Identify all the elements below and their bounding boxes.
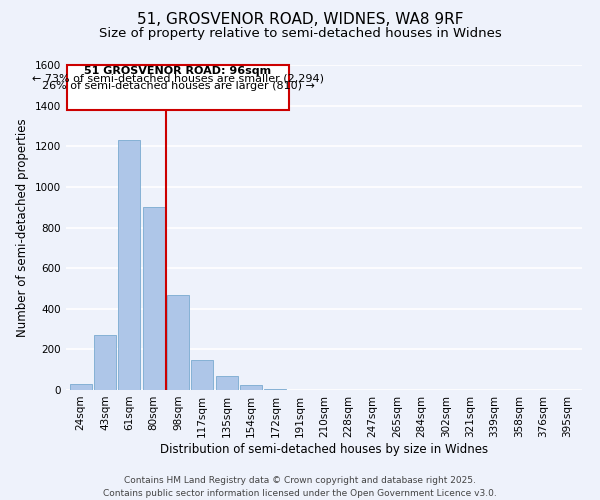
Bar [240,385,262,390]
Bar [265,389,286,390]
Bar [191,360,213,390]
Bar [143,207,164,390]
Bar [94,335,116,390]
Y-axis label: Number of semi-detached properties: Number of semi-detached properties [16,118,29,337]
Text: Contains HM Land Registry data © Crown copyright and database right 2025.
Contai: Contains HM Land Registry data © Crown c… [103,476,497,498]
Text: Size of property relative to semi-detached houses in Widnes: Size of property relative to semi-detach… [98,28,502,40]
Bar [70,384,92,390]
Text: 26% of semi-detached houses are larger (810) →: 26% of semi-detached houses are larger (… [41,81,314,91]
X-axis label: Distribution of semi-detached houses by size in Widnes: Distribution of semi-detached houses by … [160,442,488,456]
Bar [215,376,238,390]
Bar [118,140,140,390]
FancyBboxPatch shape [67,65,289,110]
Bar [167,294,189,390]
Text: ← 73% of semi-detached houses are smaller (2,294): ← 73% of semi-detached houses are smalle… [32,74,324,84]
Text: 51, GROSVENOR ROAD, WIDNES, WA8 9RF: 51, GROSVENOR ROAD, WIDNES, WA8 9RF [137,12,463,28]
Text: 51 GROSVENOR ROAD: 96sqm: 51 GROSVENOR ROAD: 96sqm [85,66,272,76]
